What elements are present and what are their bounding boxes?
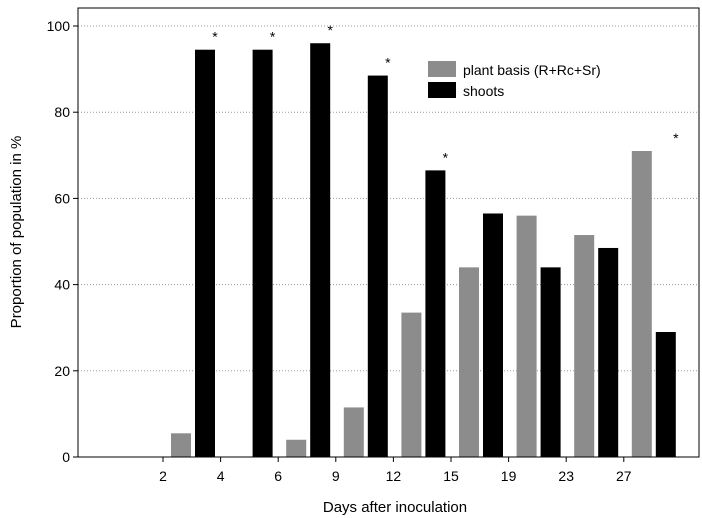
y-tick-label: 0	[62, 449, 70, 465]
bar-shoots-2	[195, 49, 215, 457]
x-tick-label: 9	[332, 468, 340, 484]
x-tick-label: 6	[274, 468, 282, 484]
significance-star: *	[385, 55, 391, 71]
bar-plant-basis-2	[171, 433, 191, 457]
bar-plant-basis-12	[401, 312, 422, 457]
x-axis-title: Days after inoculation	[323, 499, 467, 516]
y-tick-label: 80	[54, 104, 70, 120]
bar-plant-basis-15	[459, 267, 479, 457]
bar-shoots-15	[483, 213, 503, 457]
x-tick-label: 4	[217, 468, 225, 484]
x-axis: 2 4 6 9 12 15 19 23 27	[159, 457, 632, 484]
bar-plant-basis-23	[574, 235, 595, 457]
bar-shoots-12	[425, 170, 446, 457]
y-axis: 0 20 40 60 80 100	[47, 18, 78, 465]
bar-shoots-19	[540, 267, 561, 457]
bar-plant-basis-6	[286, 439, 307, 457]
significance-markers: * * * * * *	[212, 22, 679, 165]
significance-star: *	[443, 149, 449, 165]
legend-swatch-shoots	[428, 82, 456, 98]
bar-shoots-4	[252, 49, 273, 457]
bar-plant-basis-27	[631, 150, 652, 458]
bar-shoots-27	[655, 332, 676, 457]
x-tick-label: 15	[443, 468, 459, 484]
plot-frame	[77, 7, 700, 458]
legend-label-shoots: shoots	[463, 83, 504, 99]
x-tick-label: 2	[159, 468, 167, 484]
y-tick-label: 100	[47, 18, 71, 34]
y-tick-label: 60	[54, 190, 70, 206]
legend-label-plant-basis: plant basis (R+Rc+Sr)	[463, 62, 601, 78]
bars	[171, 43, 676, 458]
y-axis-title: Proportion of population in %	[8, 136, 25, 329]
bar-plant-basis-9	[343, 407, 364, 457]
x-tick-label: 23	[558, 468, 574, 484]
bar-shoots-6	[310, 43, 331, 458]
legend: plant basis (R+Rc+Sr) shoots	[428, 61, 601, 99]
bar-plant-basis-19	[516, 215, 537, 457]
significance-star: *	[270, 29, 276, 45]
x-tick-label: 12	[386, 468, 402, 484]
x-tick-label: 19	[501, 468, 517, 484]
significance-star: *	[327, 22, 333, 38]
significance-star: *	[673, 130, 679, 146]
y-tick-label: 40	[54, 277, 70, 293]
x-tick-label: 27	[616, 468, 632, 484]
bar-shoots-23	[598, 247, 619, 457]
legend-swatch-plant-basis	[428, 61, 456, 77]
y-tick-label: 20	[54, 363, 70, 379]
significance-star: *	[212, 29, 218, 45]
bar-shoots-9	[367, 75, 388, 457]
